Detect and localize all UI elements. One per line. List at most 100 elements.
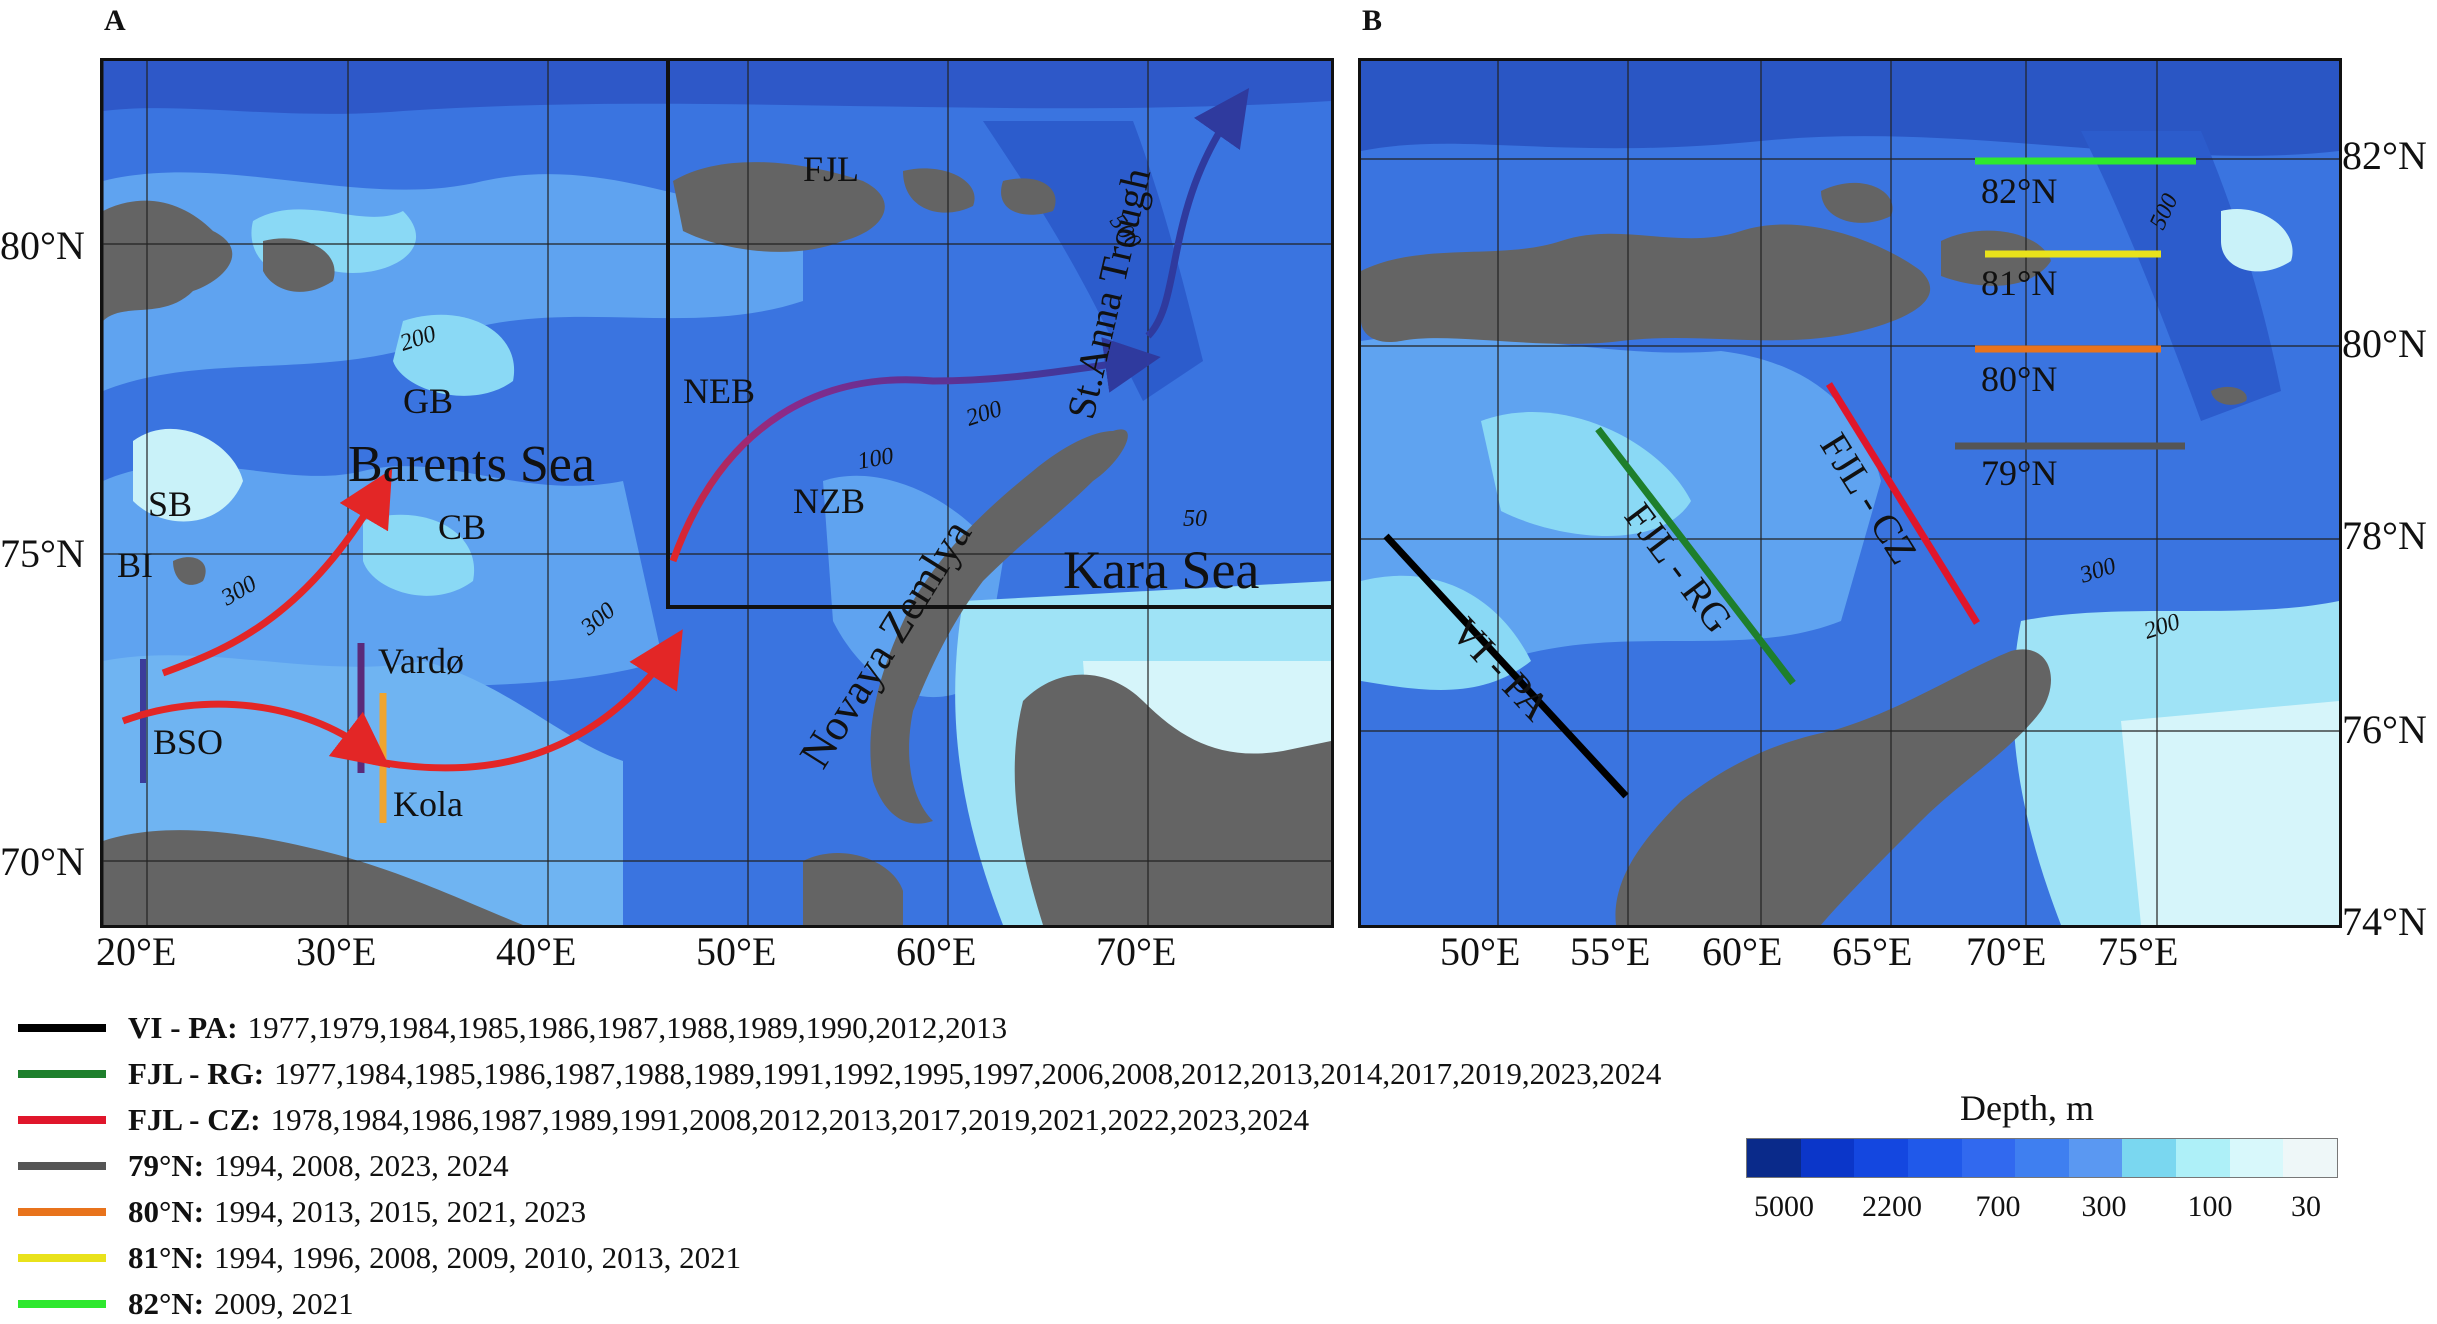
legend-swatch [18,1300,106,1308]
legend-swatch [18,1162,106,1170]
lon-label: 75°E [2098,929,2179,974]
legend-entry: VI - PA: 1977,1979,1984,1985,1986,1987,1… [18,1008,1007,1048]
lon-label: 70°E [1966,929,2047,974]
lat-section-label: 79°N [1981,453,2057,493]
vardo-label: Vardø [378,641,464,681]
legend-years: 1994, 2013, 2015, 2021, 2023 [214,1194,587,1229]
contour-label: 50 [1183,506,1207,532]
small-island [2211,386,2247,405]
lon-label: 50°E [696,929,777,974]
depth-tick-label: 300 [2081,1190,2127,1223]
legend-entry: 80°N: 1994, 2013, 2015, 2021, 2023 [18,1192,586,1232]
depth-color-bin [2015,1139,2069,1177]
fjl-land [1361,224,1931,344]
legend-name: 82°N: [128,1286,205,1321]
legend-name: 79°N: [128,1148,205,1183]
depth-color-bin [1854,1139,1908,1177]
svalbard-land [103,200,233,321]
legend-years: 1994, 2008, 2023, 2024 [214,1148,509,1183]
graticule [1361,61,2339,925]
gb-label: GB [403,381,453,421]
fjl-island [1941,230,2051,286]
lat-label: 76°N [2342,707,2427,752]
depth-tick-label: 700 [1975,1190,2021,1223]
depth-color-bin [2176,1139,2230,1177]
depth-color-bin [1907,1139,1962,1177]
lon-label: 60°E [896,929,977,974]
inset-region-box [666,61,1331,609]
depth-color-bin [1961,1139,2016,1177]
kola-mainland [103,830,523,925]
depth-tick-label: 5000 [1754,1190,1814,1223]
section-vi-pa [1383,533,1629,799]
lon-label: 70°E [1096,929,1177,974]
lat-label: 80°N [0,223,85,268]
neb-label: NEB [683,371,755,411]
depth-color-bin [2122,1139,2177,1177]
lat-label: 70°N [0,839,85,884]
lat-section-label: 80°N [1981,359,2057,399]
legend-entry: 81°N: 1994, 1996, 2008, 2009, 2010, 2013… [18,1238,741,1278]
atlantic-inflow-arrow [372,629,683,772]
panel-b-map: VI - PA FJL - RG FJL - CZ 82°N 81°N 80°N… [1358,58,2342,928]
depth-color-bin [2283,1139,2338,1177]
lat-section-label: 81°N [1981,263,2057,303]
novaya-zemlya-land [870,429,1128,824]
svalbard-bank-patch [133,428,243,522]
fjl-island [1001,178,1056,215]
bi-label: BI [117,545,153,585]
depth-colorbar [1746,1138,2338,1178]
island-shallow [2221,209,2293,272]
legend-name: FJL - RG: [128,1056,265,1091]
central-bank-patch [363,514,475,596]
nzb-label: NZB [793,481,865,521]
legend-swatch [18,1254,106,1262]
pechora-coast [803,852,903,925]
lon-label: 40°E [496,929,577,974]
legend-years: 1978,1984,1986,1987,1989,1991,2008,2012,… [270,1102,1310,1137]
legend-name: VI - PA: [128,1010,238,1045]
sb-label: SB [148,484,192,524]
legend-name: FJL - CZ: [128,1102,261,1137]
depth-tick-label: 30 [2291,1190,2321,1223]
section-fjl-cz [1826,382,1980,625]
arctic-basin [103,61,1331,114]
great-bank-patch [393,314,515,396]
legend-years: 1977,1979,1984,1985,1986,1987,1988,1989,… [247,1010,1008,1045]
lat-section-label: 82°N [1981,171,2057,211]
atlantic-inflow-arrow [121,700,391,769]
bear-island-land [173,557,206,585]
legend-name: 81°N: [128,1240,205,1275]
depth-color-bin [2068,1139,2123,1177]
legend-entry: 79°N: 1994, 2008, 2023, 2024 [18,1146,509,1186]
legend-years: 1994, 1996, 2008, 2009, 2010, 2013, 2021 [214,1240,742,1275]
depth-color-bin [2229,1139,2284,1177]
neb-flow-arrow [669,337,1161,563]
depth-tick-label: 100 [2187,1190,2233,1223]
bank-patch [1481,412,1691,536]
legend-swatch [18,1070,106,1078]
bank-patch [1361,575,1531,690]
lon-label: 55°E [1570,929,1651,974]
legend-years: 2009, 2021 [214,1286,354,1321]
atlantic-inflow-arrow [161,468,393,677]
st-anna-trough-area [2081,131,2281,421]
fjl-land [673,162,885,252]
lat-label: 75°N [0,531,85,576]
lat-label: 80°N [2342,321,2427,366]
lon-label: 50°E [1440,929,1521,974]
lat-label: 74°N [2342,899,2427,944]
cb-label: CB [438,507,486,547]
depth-color-bin [1747,1139,1801,1177]
fjl-label: FJL [803,149,859,189]
kara-sea-label: Kara Sea [1063,540,1259,600]
bso-label: BSO [153,722,223,762]
lat-label: 78°N [2342,513,2427,558]
fjl-island [1821,182,1893,223]
contour-label: 100 [856,443,896,475]
fjl-island [903,168,975,213]
depth-scale-title: Depth, m [1960,1088,2094,1128]
lat-label: 82°N [2342,133,2427,178]
lon-label: 20°E [96,929,177,974]
st-anna-outflow-arrow [1145,88,1250,339]
